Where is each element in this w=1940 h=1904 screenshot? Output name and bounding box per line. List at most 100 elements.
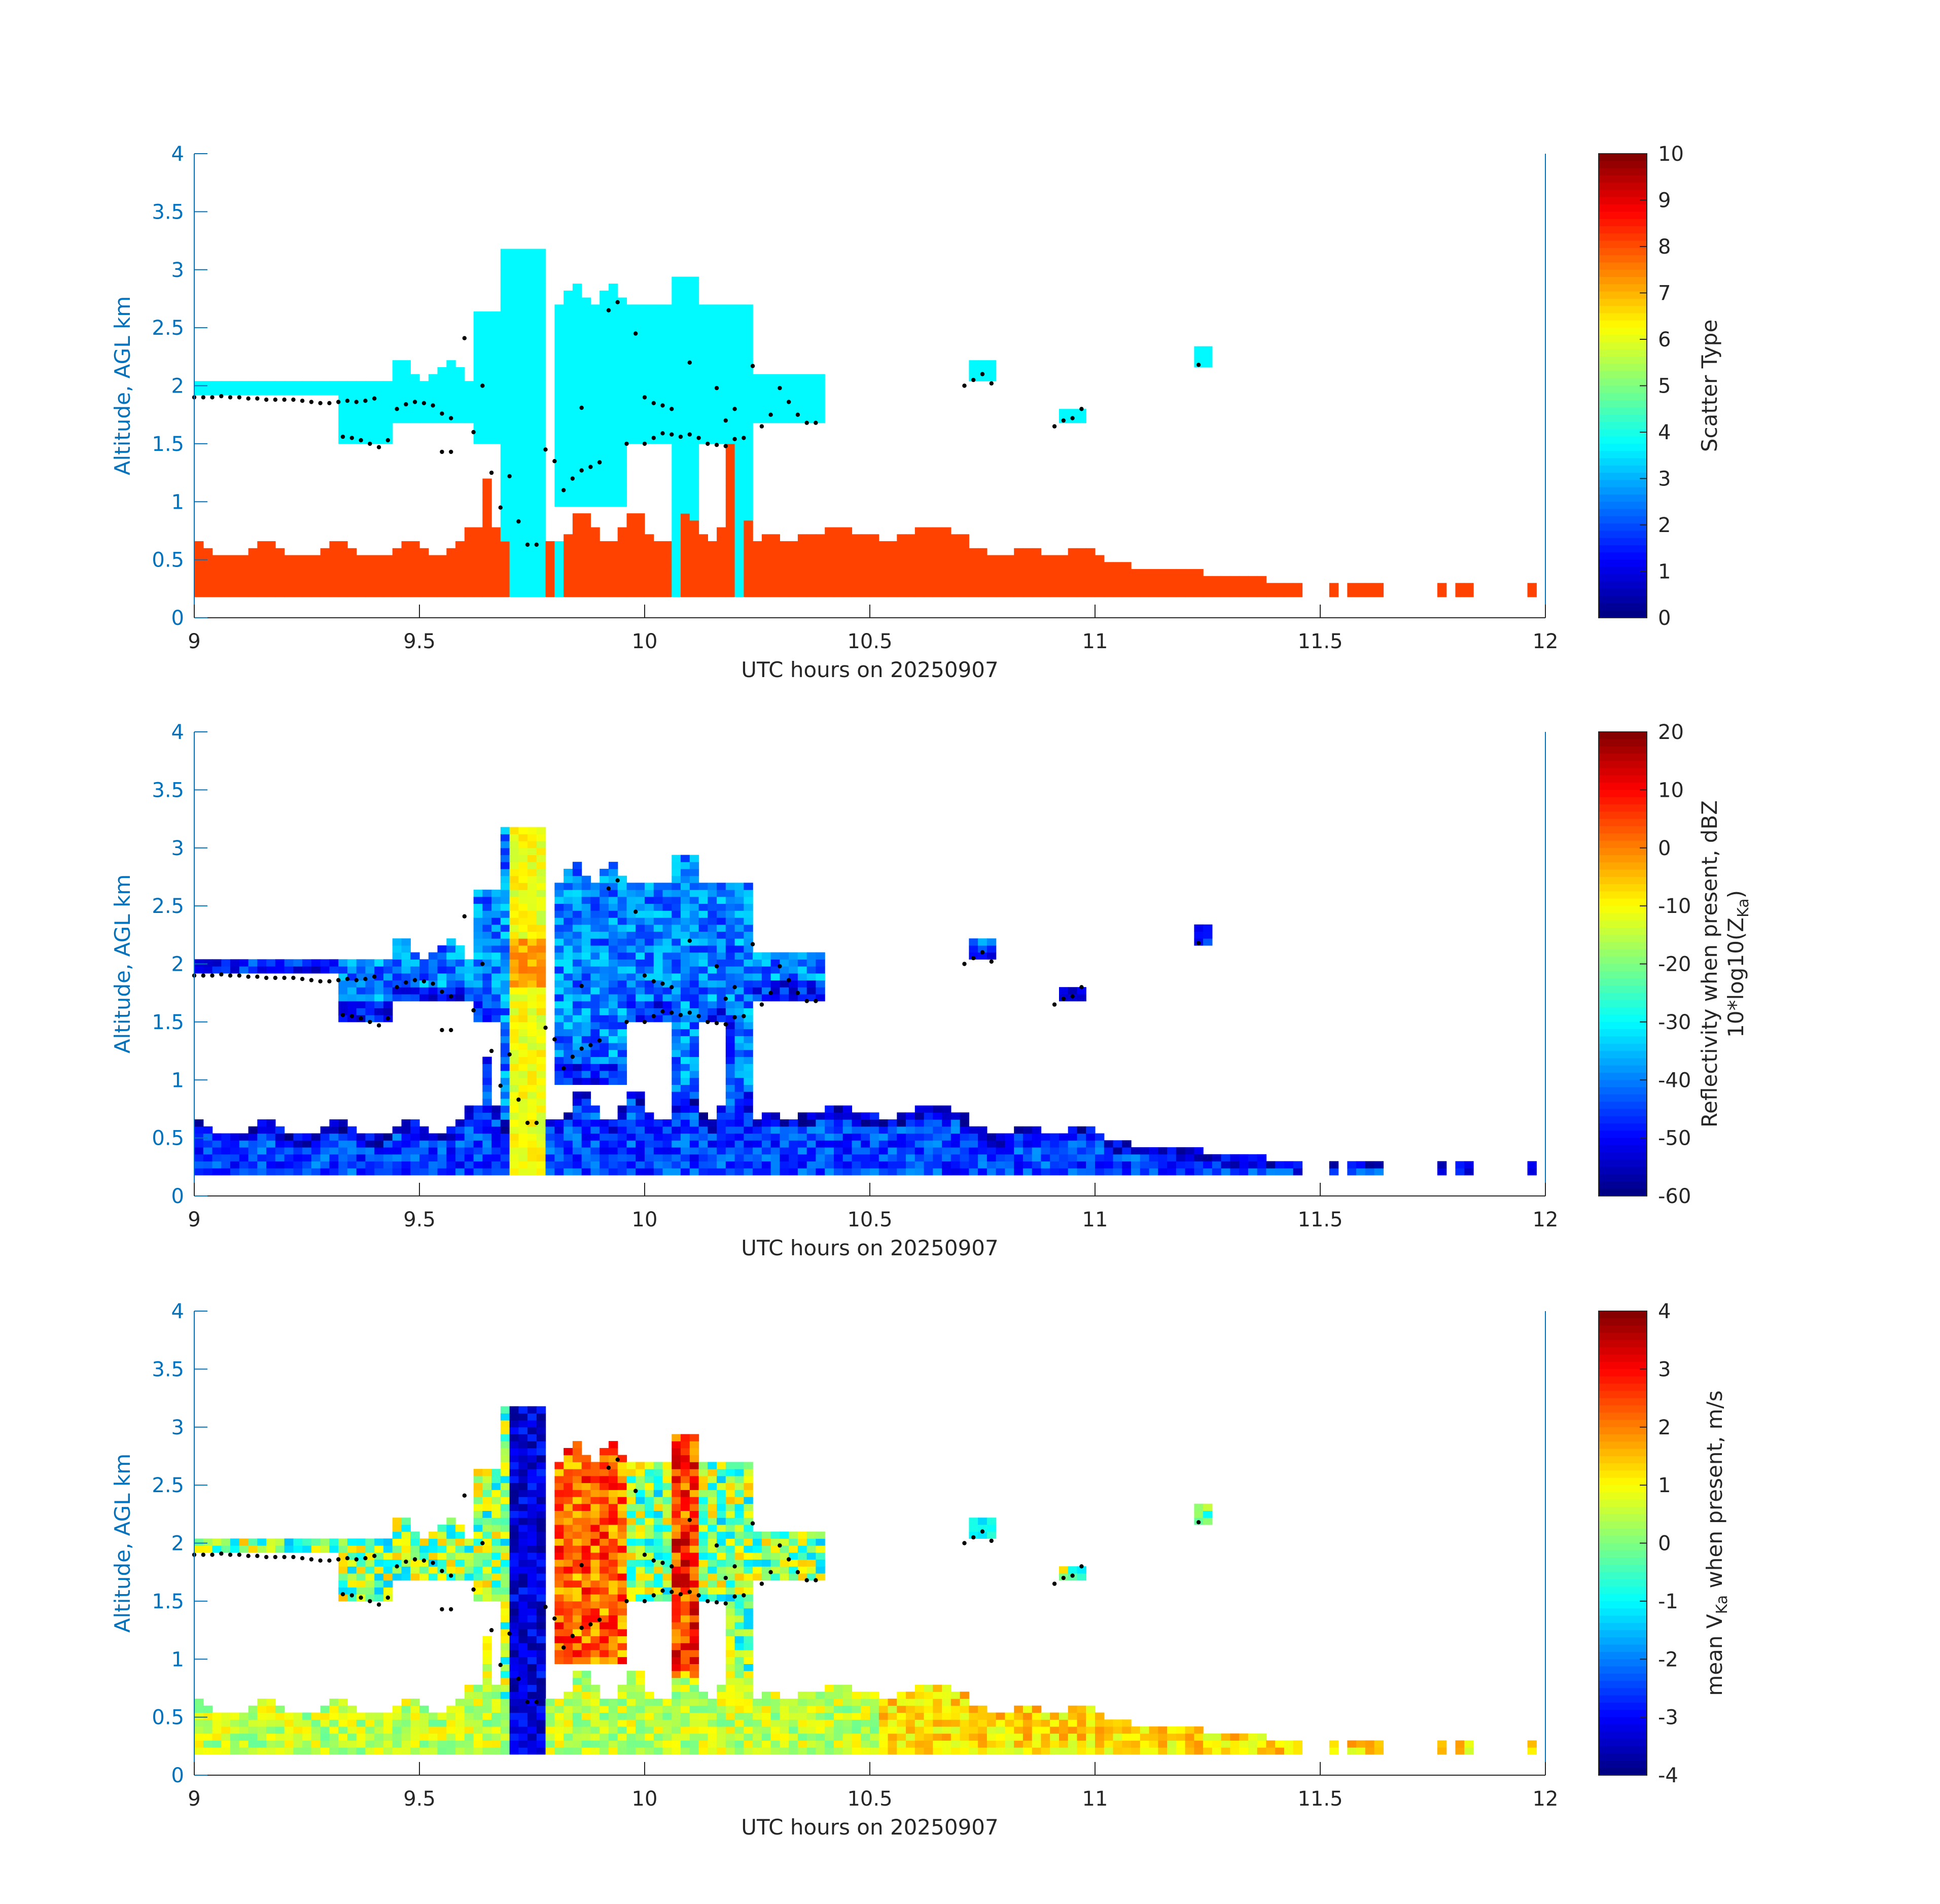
heatmap-cell [590, 360, 599, 367]
heatmap-cell [636, 1008, 645, 1015]
heatmap-cell [438, 1525, 447, 1532]
heatmap-cell [465, 1740, 474, 1747]
cloud-base-point [499, 506, 503, 510]
heatmap-cell [365, 555, 374, 562]
heatmap-cell [1203, 360, 1212, 367]
heatmap-cell [554, 980, 563, 988]
heatmap-cell [338, 1747, 347, 1754]
heatmap-cell [798, 1168, 807, 1175]
colorbar-segment [1599, 466, 1647, 473]
heatmap-cell [780, 416, 789, 423]
heatmap-cell [843, 1154, 852, 1161]
heatmap-cell [1113, 1147, 1122, 1154]
colorbar-segment [1599, 935, 1647, 942]
heatmap-cell [338, 1147, 347, 1154]
heatmap-cell [527, 534, 537, 541]
heatmap-cell [789, 1134, 798, 1141]
heatmap-cell [491, 1699, 501, 1706]
heatmap-cell [501, 1671, 510, 1678]
heatmap-cell [419, 1168, 429, 1175]
heatmap-cell [573, 890, 582, 897]
cloud-base-point [660, 431, 664, 435]
heatmap-cell [527, 876, 537, 883]
heatmap-cell [563, 437, 573, 444]
heatmap-cell [510, 1015, 519, 1022]
heatmap-cell [1122, 1154, 1131, 1161]
heatmap-cell [285, 555, 294, 562]
heatmap-cell [474, 339, 483, 346]
heatmap-cell [482, 1685, 491, 1692]
heatmap-cell [645, 1001, 654, 1008]
heatmap-cell [221, 1719, 230, 1726]
heatmap-cell [501, 938, 510, 945]
heatmap-cell [482, 1573, 491, 1580]
heatmap-cell [599, 555, 609, 562]
heatmap-cell [699, 1147, 708, 1154]
x-tick-label: 12 [1533, 630, 1559, 653]
heatmap-cell [546, 1140, 555, 1147]
heatmap-cell [852, 583, 861, 590]
heatmap-cell [563, 590, 573, 597]
heatmap-cell [969, 1154, 978, 1161]
heatmap-cell [690, 1050, 699, 1057]
heatmap-cell [672, 1119, 681, 1126]
heatmap-cell [924, 1147, 933, 1154]
heatmap-cell [744, 1064, 753, 1071]
heatmap-cell [879, 1119, 888, 1126]
heatmap-cell [942, 590, 951, 597]
heatmap-cell [996, 1134, 1005, 1141]
heatmap-cell [203, 1538, 213, 1545]
heatmap-cell [1203, 346, 1212, 354]
heatmap-cell [672, 506, 681, 513]
heatmap-cell [501, 263, 510, 270]
heatmap-cell [338, 1119, 347, 1126]
heatmap-cell [573, 590, 582, 597]
heatmap-cell [708, 416, 717, 423]
heatmap-cell [960, 1112, 969, 1119]
heatmap-cell [870, 534, 879, 541]
heatmap-cell [798, 562, 807, 569]
heatmap-cell [482, 1015, 491, 1022]
heatmap-cell [311, 562, 321, 569]
heatmap-cell [527, 1078, 537, 1085]
heatmap-cell [501, 827, 510, 834]
heatmap-cell [554, 1154, 563, 1161]
heatmap-cell [590, 1154, 599, 1161]
heatmap-cell [275, 1161, 285, 1168]
heatmap-cell [474, 416, 483, 423]
heatmap-cell [510, 973, 519, 980]
heatmap-cell [518, 367, 527, 374]
heatmap-cell [672, 291, 681, 298]
heatmap-cell [816, 395, 825, 402]
heatmap-cell [735, 576, 744, 583]
heatmap-cell [681, 590, 690, 597]
heatmap-cell [609, 966, 618, 973]
heatmap-cell [690, 304, 699, 311]
heatmap-cell [969, 590, 978, 597]
heatmap-cell [690, 1022, 699, 1029]
heatmap-cell [257, 1719, 266, 1726]
heatmap-cell [474, 1112, 483, 1119]
heatmap-cell [690, 465, 699, 472]
heatmap-cell [735, 1036, 744, 1043]
colorbar-segment [1599, 761, 1647, 768]
heatmap-cell [1176, 590, 1185, 597]
heatmap-cell [374, 1747, 383, 1754]
heatmap-cell [347, 423, 357, 430]
heatmap-cell [554, 1043, 563, 1050]
heatmap-cell [482, 1161, 491, 1168]
heatmap-cell [563, 931, 573, 938]
heatmap-cell [1095, 1168, 1104, 1175]
heatmap-cell [780, 409, 789, 416]
heatmap-cell [681, 284, 690, 291]
heatmap-cell [987, 555, 996, 562]
heatmap-cell [347, 1566, 357, 1573]
heatmap-cell [681, 388, 690, 395]
heatmap-cell [663, 1161, 672, 1168]
heatmap-cell [924, 569, 933, 576]
heatmap-cell [338, 1573, 347, 1580]
heatmap-cell [554, 541, 563, 548]
heatmap-cell [1248, 583, 1257, 590]
heatmap-cell [681, 465, 690, 472]
cloud-base-point [201, 973, 205, 977]
